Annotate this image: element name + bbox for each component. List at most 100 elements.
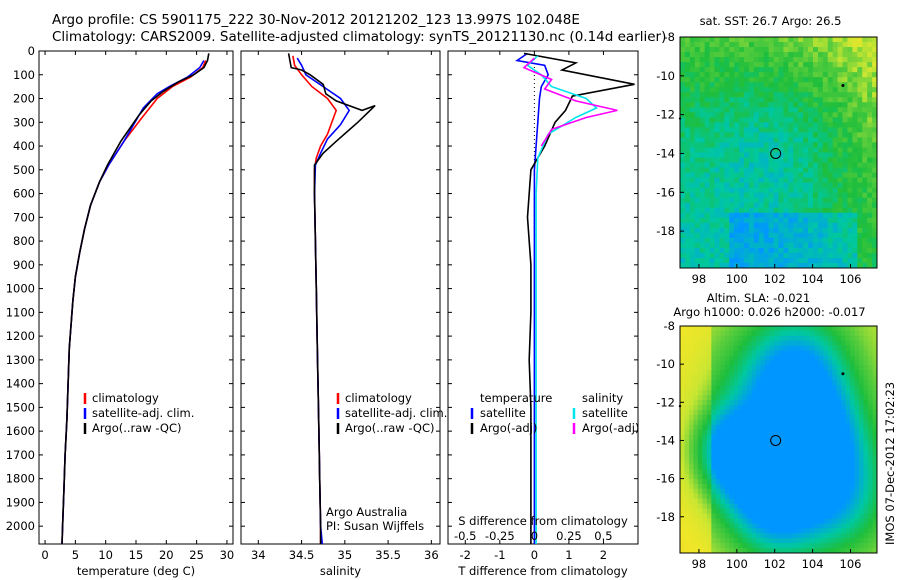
sla-map-cell xyxy=(868,345,874,352)
sst-map-cell xyxy=(763,202,770,209)
sst-map-cell xyxy=(704,107,711,113)
sla-map-cell xyxy=(729,380,735,386)
sla-map-cell xyxy=(747,474,753,480)
sla-map-cell xyxy=(868,400,874,406)
sst-map-cell xyxy=(684,37,691,43)
sla-map-cell xyxy=(872,355,877,362)
sla-map-cell xyxy=(805,528,811,534)
sst-map-cell xyxy=(768,202,775,209)
sla-map-cell xyxy=(791,503,798,510)
sst-map-cell xyxy=(827,72,834,78)
sst-map-cell xyxy=(709,237,716,244)
sst-map-cell xyxy=(852,107,858,113)
sla-map-cell xyxy=(800,345,806,352)
sst-map-cell xyxy=(803,132,809,139)
sst-map-cell xyxy=(729,172,735,179)
sst-map-cell xyxy=(734,77,740,83)
sla-map-cell xyxy=(787,533,793,539)
sst-map-cell xyxy=(739,52,745,58)
sst-map-cell xyxy=(798,222,804,229)
sla-map-cell xyxy=(778,404,784,411)
sla-map-cell xyxy=(845,538,851,544)
sst-map-cell xyxy=(842,167,849,174)
sla-map-cell xyxy=(711,345,717,352)
temperature-xtick-label: 15 xyxy=(129,548,144,562)
sla-map-xtick-label: 100 xyxy=(726,557,748,571)
sst-map-cell xyxy=(793,127,799,134)
sla-map-cell xyxy=(738,370,744,376)
sst-map-cell xyxy=(793,217,799,224)
sla-map-cell xyxy=(680,335,686,342)
sst-map-cell xyxy=(872,72,877,78)
sst-map-cell xyxy=(744,102,750,108)
sla-map-cell xyxy=(747,326,753,332)
sst-map-cell xyxy=(788,112,794,118)
sla-map-cell xyxy=(863,360,869,367)
sla-map-cell xyxy=(697,498,703,505)
sla-map-cell xyxy=(680,350,686,357)
sla-map-cell xyxy=(823,350,829,357)
sst-map-cell xyxy=(719,132,725,139)
sla-map-cell xyxy=(729,528,735,534)
sst-map-cell xyxy=(803,72,809,78)
sst-map-cell xyxy=(822,197,829,204)
sla-map-cell xyxy=(778,414,784,421)
sla-map-cell xyxy=(823,380,829,386)
sst-map-cell xyxy=(744,217,750,224)
sst-map-cell xyxy=(832,127,839,134)
sla-map-cell xyxy=(845,469,851,475)
sla-map-cell xyxy=(782,375,789,381)
sla-map-cell xyxy=(854,459,860,465)
sla-map-cell xyxy=(774,469,780,475)
sst-map-cell xyxy=(827,92,834,98)
sst-map-cell xyxy=(773,172,780,179)
sst-map-cell xyxy=(763,197,770,204)
sst-map-cell xyxy=(758,232,765,239)
sla-map-cell xyxy=(863,518,869,524)
sla-map-cell xyxy=(854,375,860,381)
sla-map-cell xyxy=(832,444,838,450)
sst-map-cell xyxy=(699,247,706,254)
sst-map-cell xyxy=(689,237,696,244)
sla-map-cell xyxy=(693,474,699,480)
sst-map-cell xyxy=(729,87,735,93)
sst-map-cell xyxy=(872,162,877,169)
sla-map-cell xyxy=(715,543,721,549)
sla-map-cell xyxy=(756,513,762,520)
sst-map-cell xyxy=(842,172,849,179)
sst-map-cell xyxy=(793,77,799,83)
temperature-ytick-label: 1400 xyxy=(6,377,35,391)
sst-map-cell xyxy=(793,72,799,78)
sla-map-cell xyxy=(850,340,856,347)
sla-map-cell xyxy=(747,469,753,475)
sst-map-cell xyxy=(714,257,720,264)
sla-map-cell xyxy=(702,360,708,367)
sla-map-cell xyxy=(782,464,789,470)
salinity-xtick-label: 34 xyxy=(251,548,266,562)
sla-map-cell xyxy=(756,380,762,386)
sla-map-cell xyxy=(868,434,874,441)
sla-map-cell xyxy=(688,449,695,455)
sla-map-cell xyxy=(818,424,824,431)
sla-map-cell xyxy=(747,395,753,401)
sla-map-cell xyxy=(800,478,806,485)
sla-map-cell xyxy=(684,533,690,539)
sla-map-cell xyxy=(742,464,748,470)
sla-map-cell xyxy=(747,380,753,386)
sst-map-cell xyxy=(709,107,716,113)
temperature-legend-label: climatology xyxy=(92,391,159,405)
sst-map-cell xyxy=(748,157,755,164)
sst-map-cell xyxy=(842,87,849,93)
sla-map-cell xyxy=(697,528,703,534)
sst-map-cell xyxy=(862,122,868,128)
sst-map-cell xyxy=(837,192,844,199)
sla-map-cell xyxy=(805,474,811,480)
sla-map-cell xyxy=(809,395,815,401)
sst-map-cell xyxy=(719,77,725,83)
sla-map-cell xyxy=(711,350,717,357)
sla-map-cell xyxy=(791,355,798,362)
sst-map-cell xyxy=(704,132,711,139)
sst-map-cell xyxy=(739,37,745,43)
sst-map-cell xyxy=(812,237,819,244)
